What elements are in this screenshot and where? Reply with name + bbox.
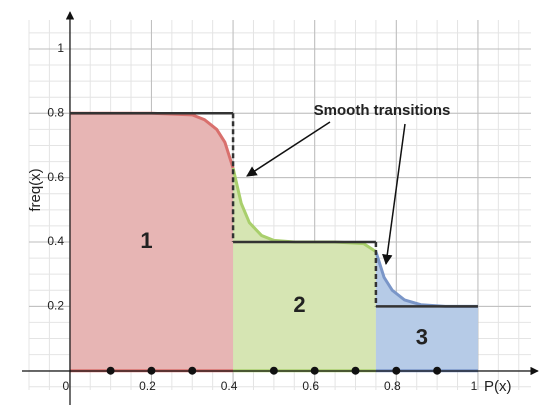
y-tick-label: 0.6 bbox=[47, 170, 64, 184]
sample-point bbox=[269, 366, 278, 375]
x-tick-label: 0.2 bbox=[139, 379, 156, 393]
sample-point bbox=[392, 366, 401, 375]
x-tick-label: 0.6 bbox=[302, 379, 319, 393]
region-label: 1 bbox=[140, 228, 152, 253]
sample-point bbox=[310, 366, 319, 375]
region-fill bbox=[233, 168, 376, 371]
y-tick-label: 0.2 bbox=[47, 299, 64, 313]
x-tick-label: 0.8 bbox=[384, 379, 401, 393]
y-axis-label: freq(x) bbox=[27, 168, 44, 211]
sample-point bbox=[147, 366, 156, 375]
y-tick-label: 0.4 bbox=[47, 234, 64, 248]
annotation: Smooth transitions bbox=[314, 102, 451, 119]
x-tick-label: 1 bbox=[471, 379, 478, 393]
sample-point bbox=[106, 366, 115, 375]
sample-point bbox=[351, 366, 360, 375]
region-label: 2 bbox=[293, 292, 305, 317]
y-tick-label: 0.8 bbox=[47, 105, 64, 119]
x-tick-label: 0 bbox=[62, 379, 69, 393]
annotation-arrow bbox=[246, 121, 331, 177]
region-fill bbox=[69, 113, 234, 371]
y-tick-label: 1 bbox=[57, 41, 64, 55]
region-fill bbox=[375, 251, 478, 371]
x-tick-label: 0.4 bbox=[221, 379, 238, 393]
region-label: 3 bbox=[416, 324, 428, 349]
sample-point bbox=[188, 366, 197, 375]
annotation-arrow bbox=[382, 123, 406, 266]
sample-point bbox=[433, 366, 442, 375]
x-axis-label: P(x) bbox=[484, 378, 512, 395]
